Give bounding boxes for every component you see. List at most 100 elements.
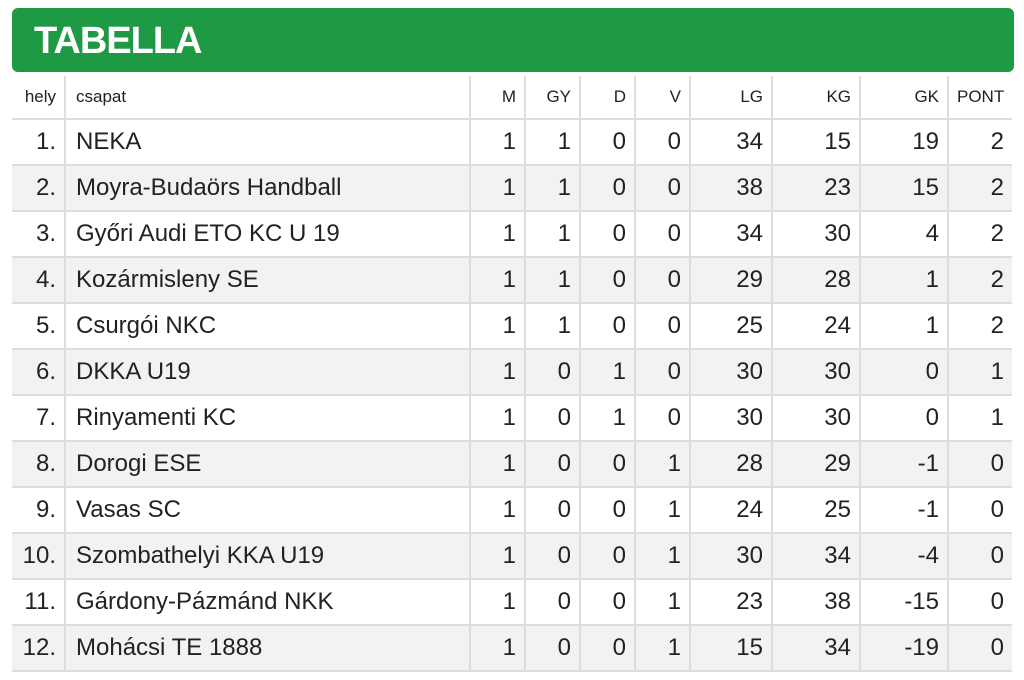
table-cell: 0 (579, 257, 635, 304)
table-cell: 30 (771, 211, 860, 258)
table-cell: 28 (689, 441, 772, 488)
table-cell: 30 (771, 395, 860, 442)
table-cell: 34 (771, 533, 860, 580)
table-cell: 0 (947, 533, 1012, 580)
table-row: 11. Gárdony-Pázmánd NKK 1 0 0 1 23 38 -15 0 (12, 579, 1012, 626)
table-cell: NEKA (64, 119, 470, 166)
table-cell: 0 (579, 579, 635, 626)
table-cell: 1 (469, 625, 525, 672)
table-cell: 12. (12, 625, 65, 672)
table-cell: 1 (634, 533, 690, 580)
table-cell: 1 (579, 395, 635, 442)
table-cell: 0 (524, 395, 580, 442)
table-cell: 0 (947, 579, 1012, 626)
table-cell: -1 (859, 487, 948, 534)
table-cell: 3. (12, 211, 65, 258)
table-cell: Győri Audi ETO KC U 19 (64, 211, 470, 258)
table-cell: 0 (579, 487, 635, 534)
table-cell: 1 (859, 303, 948, 350)
table-cell: 0 (947, 441, 1012, 488)
table-cell: Kozármisleny SE (64, 257, 470, 304)
table-row: 8. Dorogi ESE 1 0 0 1 28 29 -1 0 (12, 441, 1012, 488)
table-cell: 0 (634, 119, 690, 166)
column-header: hely (12, 76, 65, 120)
table-cell: 0 (634, 395, 690, 442)
table-row: 4. Kozármisleny SE 1 1 0 0 29 28 1 2 (12, 257, 1012, 304)
table-cell: 7. (12, 395, 65, 442)
table-cell: 15 (859, 165, 948, 212)
table-cell: Csurgói NKC (64, 303, 470, 350)
column-header: KG (771, 76, 860, 120)
table-cell: 5. (12, 303, 65, 350)
table-cell: 23 (689, 579, 772, 626)
table-row: 12. Mohácsi TE 1888 1 0 0 1 15 34 -19 0 (12, 625, 1012, 672)
table-cell: 0 (579, 533, 635, 580)
table-cell: 0 (859, 395, 948, 442)
table-cell: 0 (579, 303, 635, 350)
table-cell: 2 (947, 211, 1012, 258)
table-cell: 0 (634, 257, 690, 304)
table-cell: 25 (771, 487, 860, 534)
table-cell: 19 (859, 119, 948, 166)
table-cell: 23 (771, 165, 860, 212)
table-cell: 9. (12, 487, 65, 534)
table-row: 7. Rinyamenti KC 1 0 1 0 30 30 0 1 (12, 395, 1012, 442)
table-cell: 1 (579, 349, 635, 396)
table-cell: Gárdony-Pázmánd NKK (64, 579, 470, 626)
table-cell: 1 (469, 257, 525, 304)
table-cell: 2 (947, 257, 1012, 304)
table-cell: 1 (469, 211, 525, 258)
table-cell: 0 (579, 211, 635, 258)
table-cell: 0 (524, 579, 580, 626)
table-row: 1. NEKA 1 1 0 0 34 15 19 2 (12, 119, 1012, 166)
table-cell: 0 (634, 211, 690, 258)
table-cell: 30 (771, 349, 860, 396)
table-cell: 1 (469, 119, 525, 166)
table-cell: Vasas SC (64, 487, 470, 534)
column-header: GK (859, 76, 948, 120)
table-cell: 1 (469, 303, 525, 350)
table-cell: 1 (947, 349, 1012, 396)
table-cell: 6. (12, 349, 65, 396)
table-cell: 10. (12, 533, 65, 580)
column-header: M (469, 76, 525, 120)
table-cell: 1 (469, 579, 525, 626)
table-cell: Szombathelyi KKA U19 (64, 533, 470, 580)
table-cell: 1 (469, 395, 525, 442)
table-cell: 30 (689, 349, 772, 396)
column-header: LG (689, 76, 772, 120)
table-cell: 0 (947, 625, 1012, 672)
table-cell: 2. (12, 165, 65, 212)
table-cell: 1 (469, 349, 525, 396)
standings-table: hely csapat M GY D V LG KG GK PONT 1. NEKA 1 1 0 0 34 15… (12, 76, 1012, 672)
table-cell: 1 (469, 165, 525, 212)
table-cell: 11. (12, 579, 65, 626)
table-cell: 30 (689, 395, 772, 442)
column-header: V (634, 76, 690, 120)
column-header: PONT (947, 76, 1012, 120)
table-cell: 25 (689, 303, 772, 350)
table-row: 5. Csurgói NKC 1 1 0 0 25 24 1 2 (12, 303, 1012, 350)
table-cell: 1 (524, 165, 580, 212)
table-cell: 38 (771, 579, 860, 626)
table-cell: 34 (689, 119, 772, 166)
table-cell: 34 (771, 625, 860, 672)
table-cell: -19 (859, 625, 948, 672)
table-cell: 2 (947, 119, 1012, 166)
table-cell: 2 (947, 303, 1012, 350)
table-cell: 1 (947, 395, 1012, 442)
table-cell: 0 (524, 441, 580, 488)
header-row: hely csapat M GY D V LG KG GK PONT (12, 76, 1012, 120)
table-cell: 0 (524, 349, 580, 396)
table-cell: 1 (524, 303, 580, 350)
table-cell: 0 (634, 303, 690, 350)
table-cell: 0 (947, 487, 1012, 534)
table-cell: 0 (579, 625, 635, 672)
table-cell: 1 (634, 487, 690, 534)
table-cell: 30 (689, 533, 772, 580)
column-header: D (579, 76, 635, 120)
table-cell: 4. (12, 257, 65, 304)
table-cell: 28 (771, 257, 860, 304)
table-cell: 38 (689, 165, 772, 212)
table-row: 9. Vasas SC 1 0 0 1 24 25 -1 0 (12, 487, 1012, 534)
